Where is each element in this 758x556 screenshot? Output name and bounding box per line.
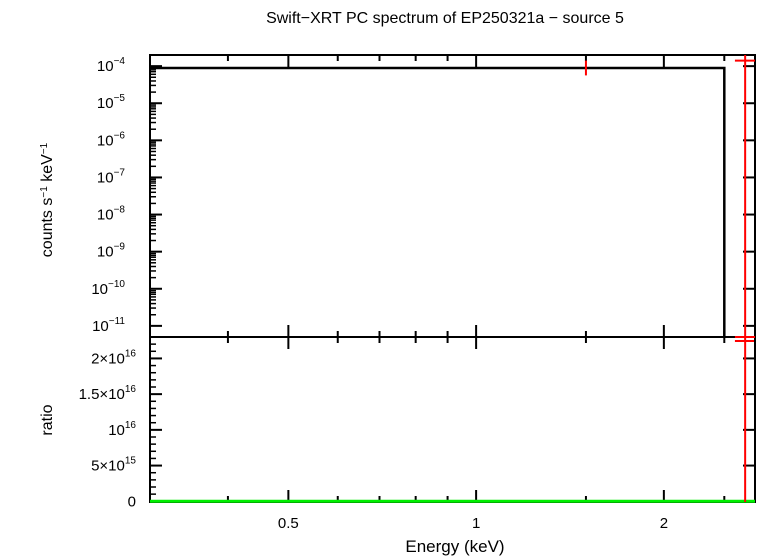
- spectrum-panel: 10−4 10−5 10−6 10−7 10−8 10−9 10−10 10−11 counts…: [39, 54, 756, 342]
- y-tick-label: 10−11: [92, 316, 125, 335]
- ratio-y-tick-label: 5×1015: [91, 456, 136, 475]
- spectrum-y-axis-label: counts s−1 keV−1: [39, 142, 57, 257]
- x-axis-label: Energy (keV): [405, 537, 504, 556]
- y-tick-label: 10−5: [97, 93, 126, 112]
- ratio-y-tick-label: 1016: [108, 420, 136, 439]
- y-tick-label: 10−9: [97, 242, 126, 261]
- ratio-y-axis-label: ratio: [39, 404, 56, 435]
- x-tick-label: 0.5: [278, 515, 299, 532]
- y-tick-label: 10−7: [97, 167, 126, 186]
- ratio-frame: [149, 336, 756, 503]
- model-line: [150, 66, 726, 337]
- ratio-y-tick-label: 1.5×1016: [79, 384, 137, 403]
- chart-title: Swift−XRT PC spectrum of EP250321a − sou…: [266, 10, 624, 27]
- ratio-y-tick-label: 0: [128, 493, 136, 510]
- spectrum-frame: [149, 54, 756, 338]
- x-tick-label: 2: [660, 515, 668, 532]
- ratio-y-tick-label: 2×1016: [91, 348, 136, 367]
- y-tick-label: 10−10: [91, 279, 125, 298]
- ratio-panel: 0.5 1 2 Energy (keV) 0 5×1015 1016 1.5×1016 2×10…: [39, 336, 756, 556]
- y-tick-label: 10−8: [97, 205, 126, 224]
- y-tick-label: 10−6: [97, 130, 126, 149]
- y-tick-label: 10−4: [97, 56, 126, 75]
- x-tick-label: 1: [472, 515, 480, 532]
